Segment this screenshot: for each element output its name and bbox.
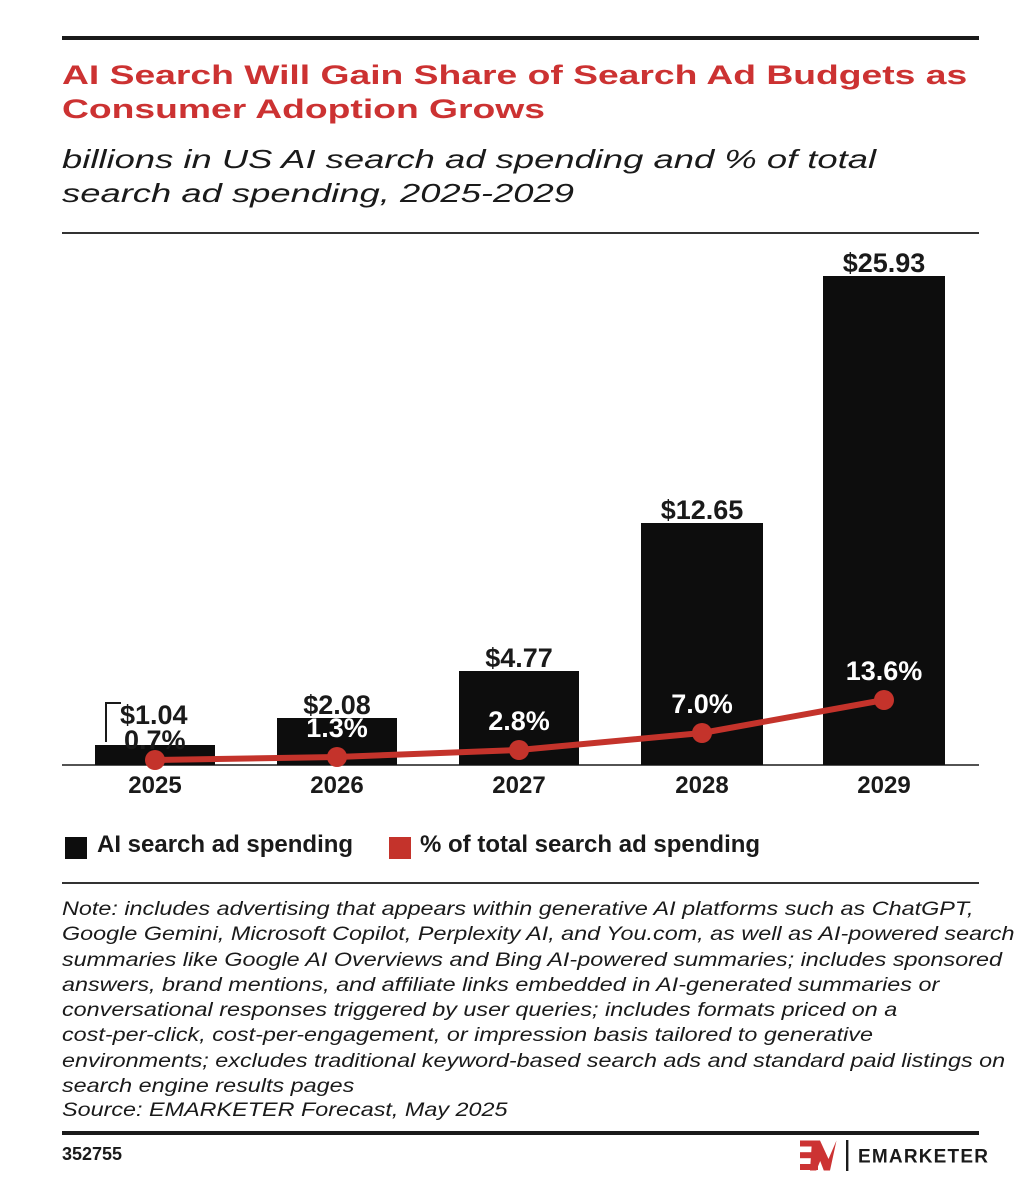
svg-text:EMARKETER: EMARKETER xyxy=(858,1147,989,1168)
